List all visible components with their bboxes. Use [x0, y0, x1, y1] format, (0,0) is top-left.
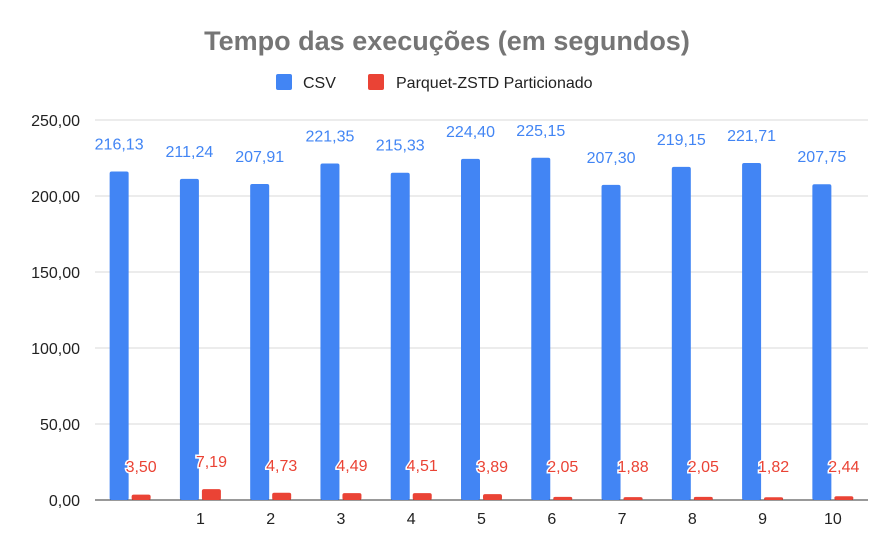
x-axis-ticks: 1 2 3 4 5 6 7 8 9 10	[196, 511, 842, 528]
bar-parquet	[272, 492, 292, 500]
legend-swatch-parquet	[368, 74, 384, 90]
x-tick-label: 8	[688, 511, 697, 528]
data-label-csv: 207,30	[587, 150, 636, 167]
data-label-csv: 216,13	[95, 136, 144, 153]
y-tick-label: 100,00	[31, 341, 80, 358]
bar-parquet	[623, 497, 643, 500]
bar-csv	[531, 157, 551, 500]
y-tick-label: 150,00	[31, 265, 80, 282]
data-label-parquet: 4,73	[266, 458, 297, 475]
bar-parquet	[553, 496, 573, 500]
chart-title: Tempo das execuções (em segundos)	[204, 26, 690, 56]
data-label-csv: 215,33	[376, 138, 425, 155]
bar-csv	[390, 172, 410, 500]
bars	[109, 157, 854, 501]
bar-parquet	[764, 497, 784, 500]
data-label-parquet: 3,89	[477, 459, 508, 476]
data-label-csv: 207,75	[797, 149, 846, 166]
bar-parquet	[412, 493, 432, 500]
bar-csv	[601, 184, 621, 501]
bar-parquet	[483, 494, 502, 500]
data-label-parquet: 1,82	[758, 459, 789, 476]
grid	[95, 119, 868, 501]
data-label-parquet: 1,88	[617, 459, 648, 476]
bar-parquet	[342, 493, 362, 500]
data-label-csv: 225,15	[516, 123, 565, 140]
data-label-parquet: 2,05	[547, 459, 578, 476]
x-tick-label: 1	[196, 511, 205, 528]
bar-csv	[812, 184, 832, 500]
bar-csv	[742, 163, 762, 500]
bar-csv	[320, 163, 340, 500]
bar-csv	[179, 178, 199, 500]
data-label-csv: 224,40	[446, 124, 495, 141]
legend-swatch-csv	[276, 74, 292, 90]
bar-parquet	[131, 494, 151, 500]
legend-label-csv: CSV	[303, 75, 336, 92]
bar-csv	[461, 158, 480, 501]
legend-label-parquet: Parquet-ZSTD Particionado	[396, 75, 593, 92]
x-tick-label: 4	[407, 511, 416, 528]
y-axis-ticks: 0,00 50,00 100,00 150,00 200,00 250,00	[31, 113, 80, 510]
bar-csv	[250, 183, 270, 500]
data-label-parquet: 7,19	[196, 454, 227, 471]
x-tick-label: 10	[824, 511, 842, 528]
x-tick-label: 5	[477, 511, 486, 528]
bar-parquet	[693, 496, 713, 500]
y-tick-label: 0,00	[49, 493, 80, 510]
data-label-csv: 221,35	[305, 129, 354, 146]
y-tick-label: 200,00	[31, 189, 80, 206]
bar-parquet	[834, 496, 854, 500]
data-label-parquet: 2,44	[828, 459, 859, 476]
data-label-csv: 211,24	[166, 144, 214, 161]
data-labels: 216,13 3,50 211,24 7,19 207,91 4,73 221,35 4,49…	[93, 121, 861, 477]
data-label-parquet: 4,49	[336, 458, 367, 475]
x-tick-label: 6	[547, 511, 556, 528]
x-tick-label: 7	[618, 511, 627, 528]
data-label-parquet: 3,50	[126, 459, 157, 476]
bar-csv	[109, 171, 129, 500]
x-tick-label: 3	[337, 511, 346, 528]
data-label-csv: 219,15	[657, 132, 706, 149]
bar-csv	[671, 166, 691, 500]
data-label-csv: 221,71	[727, 128, 776, 145]
data-label-parquet: 4,51	[407, 458, 438, 475]
x-tick-label: 9	[758, 511, 767, 528]
y-tick-label: 50,00	[40, 417, 80, 434]
legend: CSV Parquet-ZSTD Particionado	[276, 74, 593, 92]
y-tick-label: 250,00	[31, 113, 80, 130]
x-tick-label: 2	[266, 511, 275, 528]
data-label-parquet: 2,05	[688, 459, 719, 476]
data-label-csv: 207,91	[235, 149, 284, 166]
bar-parquet	[201, 489, 221, 500]
